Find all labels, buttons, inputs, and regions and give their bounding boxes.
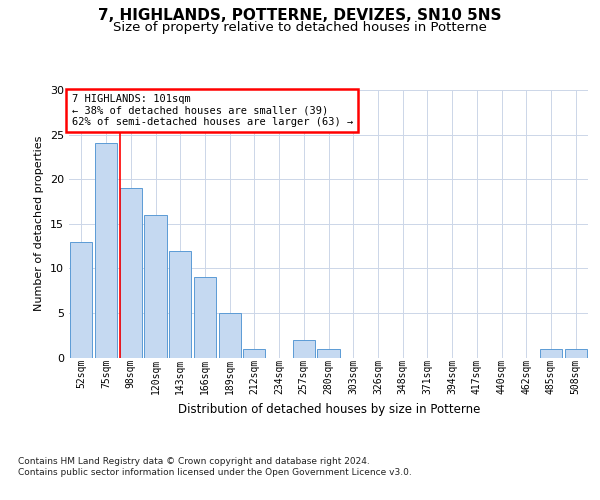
Bar [70, 242, 92, 358]
Bar [317, 348, 340, 358]
Bar [243, 348, 265, 358]
Bar [145, 215, 167, 358]
Text: 7, HIGHLANDS, POTTERNE, DEVIZES, SN10 5NS: 7, HIGHLANDS, POTTERNE, DEVIZES, SN10 5N… [98, 8, 502, 22]
Y-axis label: Number of detached properties: Number of detached properties [34, 136, 44, 312]
Bar [95, 144, 117, 358]
Bar [119, 188, 142, 358]
Bar [540, 348, 562, 358]
Bar [565, 348, 587, 358]
Text: Distribution of detached houses by size in Potterne: Distribution of detached houses by size … [178, 402, 480, 415]
Text: 7 HIGHLANDS: 101sqm
← 38% of detached houses are smaller (39)
62% of semi-detach: 7 HIGHLANDS: 101sqm ← 38% of detached ho… [71, 94, 353, 127]
Bar [218, 313, 241, 358]
Bar [293, 340, 315, 357]
Text: Size of property relative to detached houses in Potterne: Size of property relative to detached ho… [113, 21, 487, 34]
Text: Contains HM Land Registry data © Crown copyright and database right 2024.
Contai: Contains HM Land Registry data © Crown c… [18, 458, 412, 477]
Bar [194, 277, 216, 357]
Bar [169, 250, 191, 358]
